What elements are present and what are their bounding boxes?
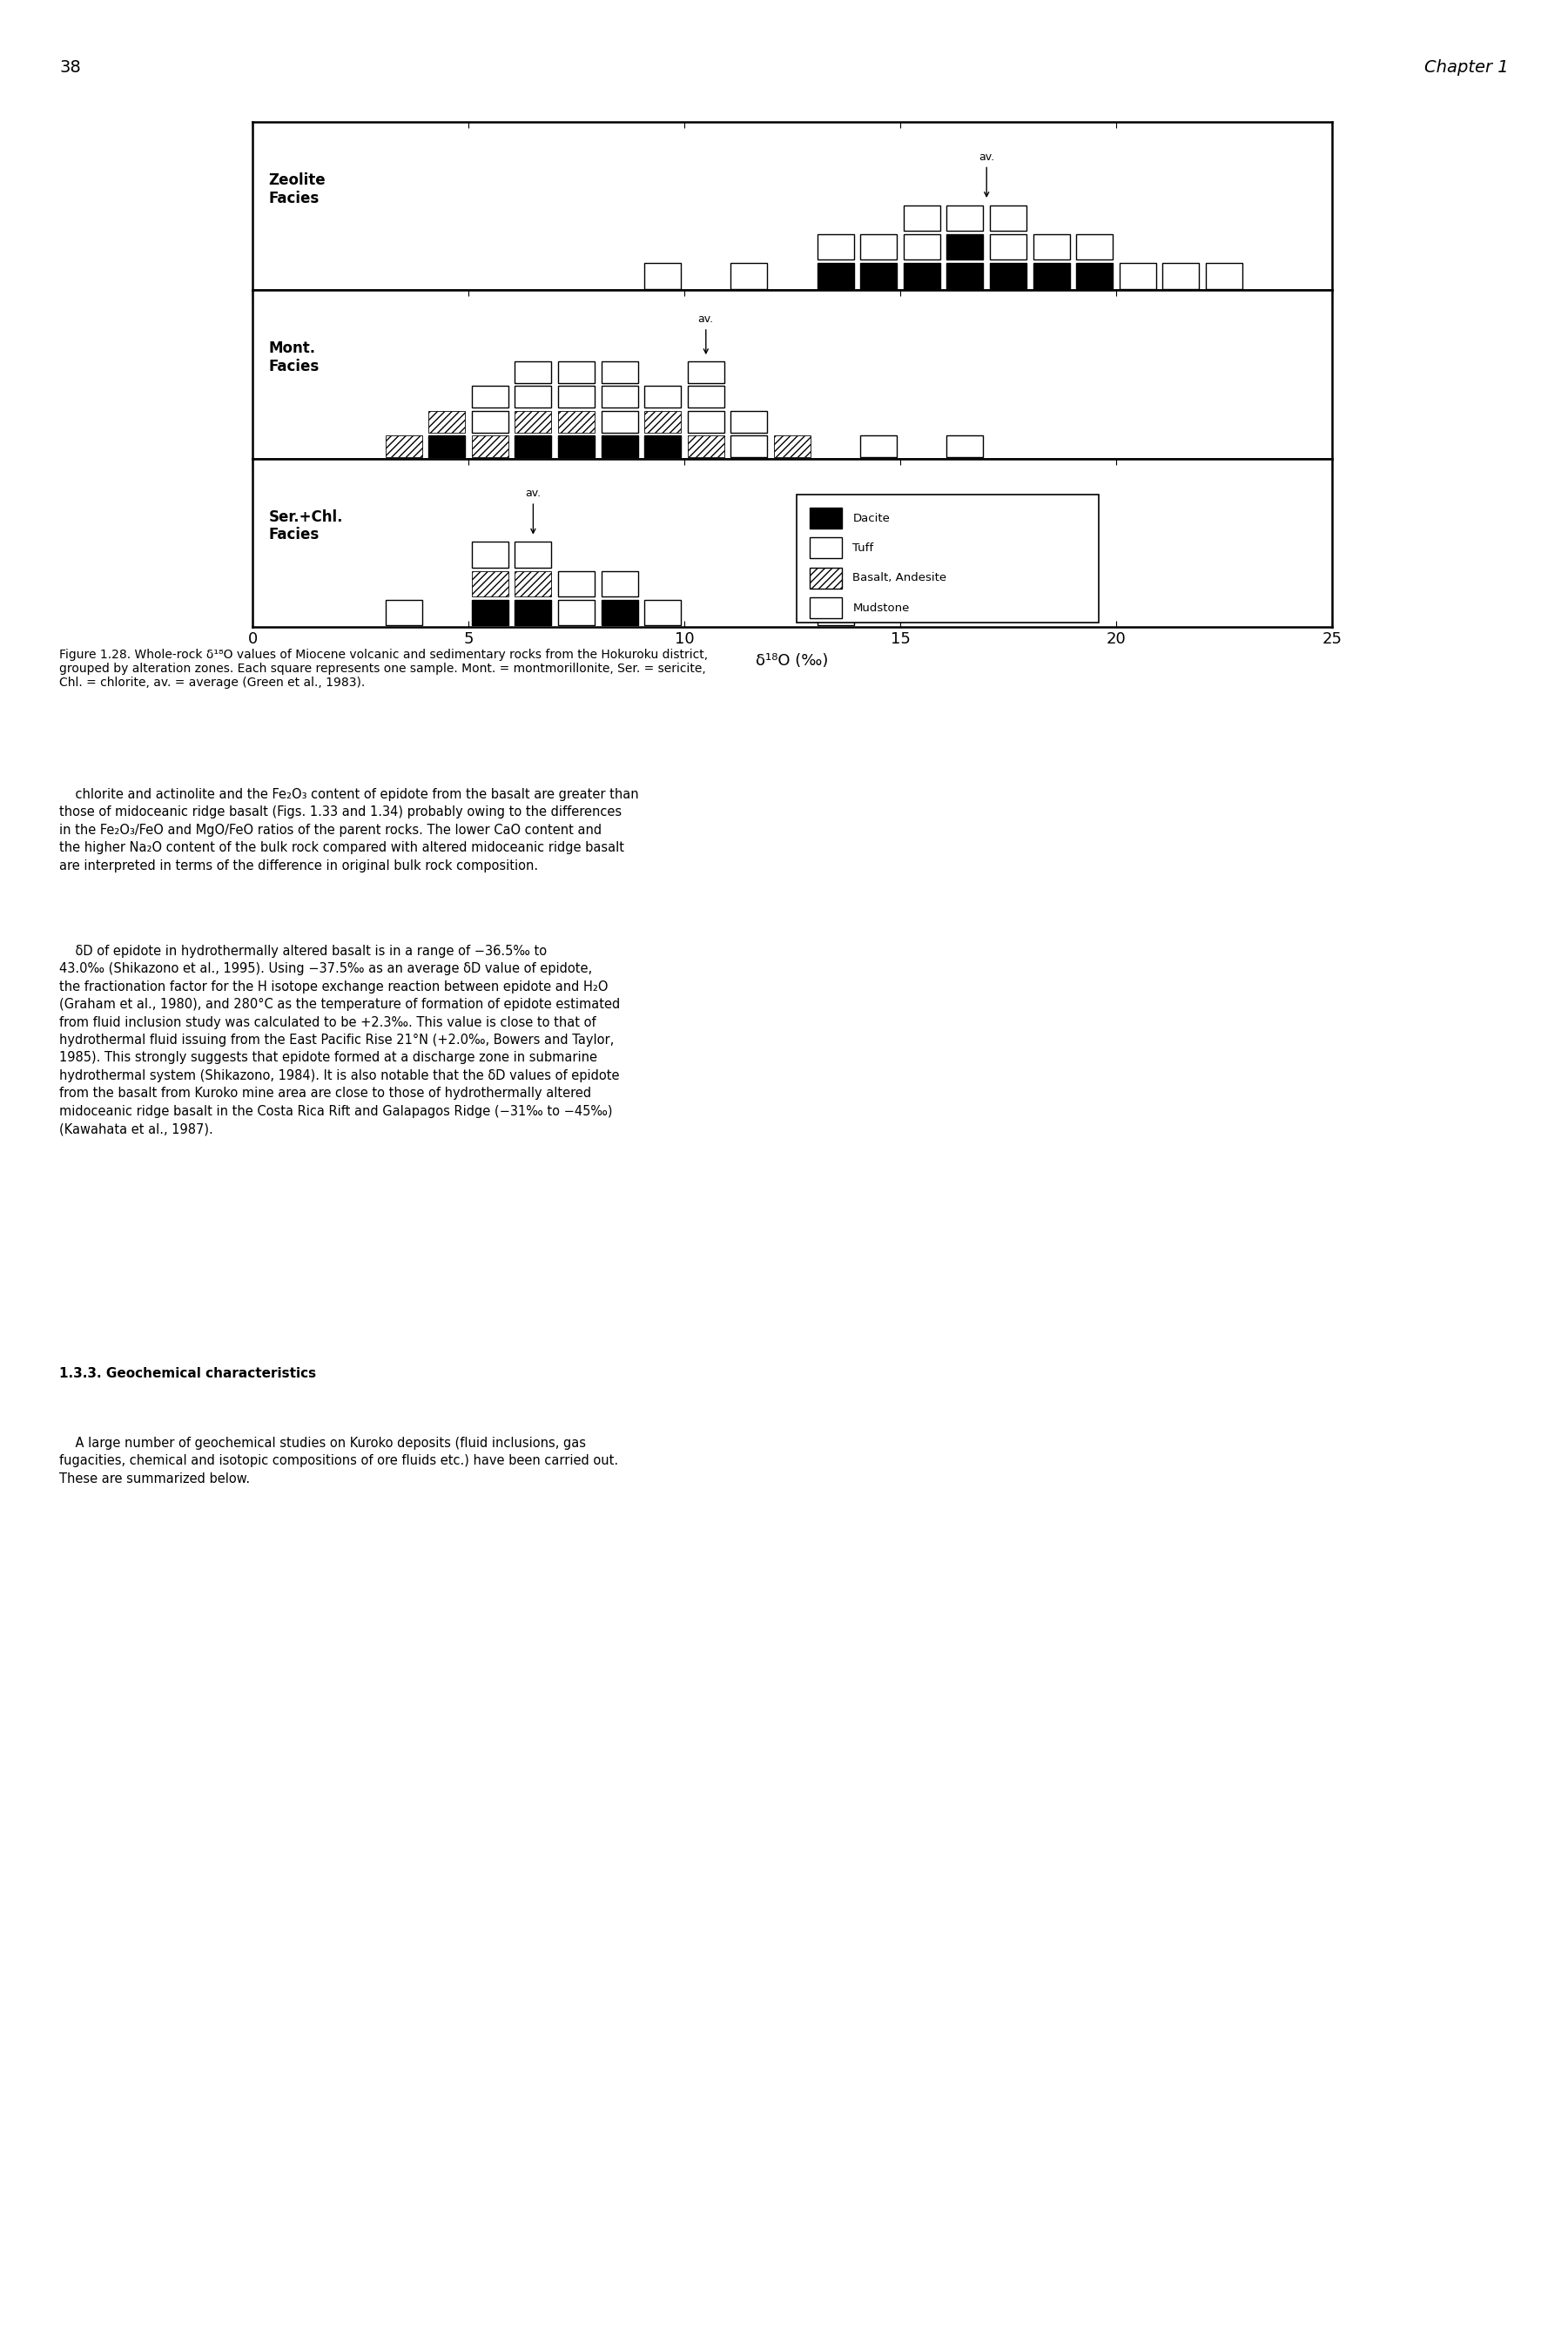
Bar bbox=[1120, 263, 1156, 289]
Bar bbox=[947, 235, 983, 259]
Bar bbox=[601, 435, 638, 458]
Text: Mudstone: Mudstone bbox=[853, 602, 909, 614]
Text: 38: 38 bbox=[60, 59, 80, 75]
Bar bbox=[514, 435, 552, 458]
Bar bbox=[514, 600, 552, 625]
Bar bbox=[903, 205, 941, 230]
Bar bbox=[817, 263, 855, 289]
Bar bbox=[731, 411, 767, 433]
Bar bbox=[514, 541, 552, 567]
Bar bbox=[644, 411, 681, 433]
Text: Basalt, Andesite: Basalt, Andesite bbox=[853, 571, 947, 583]
Bar bbox=[775, 435, 811, 458]
Bar bbox=[687, 411, 724, 433]
Bar bbox=[687, 386, 724, 407]
Bar bbox=[514, 386, 552, 407]
Bar bbox=[514, 411, 552, 433]
Text: Dacite: Dacite bbox=[853, 513, 891, 524]
Bar bbox=[472, 571, 508, 597]
Bar bbox=[472, 541, 508, 567]
Bar bbox=[1033, 263, 1069, 289]
Text: 1.3.3. Geochemical characteristics: 1.3.3. Geochemical characteristics bbox=[60, 1366, 317, 1380]
Bar bbox=[514, 571, 552, 597]
Bar bbox=[817, 235, 855, 259]
Bar bbox=[989, 263, 1027, 289]
Bar bbox=[861, 263, 897, 289]
Bar bbox=[861, 435, 897, 458]
Bar bbox=[809, 597, 842, 618]
Bar bbox=[428, 435, 466, 458]
Bar bbox=[809, 538, 842, 560]
Bar bbox=[861, 235, 897, 259]
Bar bbox=[1162, 263, 1200, 289]
Bar bbox=[947, 263, 983, 289]
Bar bbox=[731, 435, 767, 458]
Bar bbox=[472, 411, 508, 433]
Bar bbox=[428, 411, 466, 433]
Bar bbox=[903, 263, 941, 289]
Bar bbox=[809, 567, 842, 588]
Text: chlorite and actinolite and the Fe₂O₃ content of epidote from the basalt are gre: chlorite and actinolite and the Fe₂O₃ co… bbox=[60, 788, 638, 872]
Text: A large number of geochemical studies on Kuroko deposits (fluid inclusions, gas
: A large number of geochemical studies on… bbox=[60, 1436, 618, 1486]
Bar bbox=[601, 362, 638, 383]
Text: Mont.
Facies: Mont. Facies bbox=[268, 341, 320, 374]
Text: Figure 1.28. Whole-rock δ¹⁸O values of Miocene volcanic and sedimentary rocks fr: Figure 1.28. Whole-rock δ¹⁸O values of M… bbox=[60, 649, 707, 689]
Bar bbox=[1076, 235, 1113, 259]
Text: Ser.+Chl.
Facies: Ser.+Chl. Facies bbox=[268, 510, 343, 543]
Bar bbox=[558, 411, 594, 433]
Text: Zeolite
Facies: Zeolite Facies bbox=[268, 172, 326, 207]
Bar bbox=[601, 386, 638, 407]
Text: av.: av. bbox=[978, 150, 994, 197]
Bar bbox=[558, 362, 594, 383]
Bar bbox=[644, 386, 681, 407]
Bar bbox=[601, 411, 638, 433]
Bar bbox=[809, 508, 842, 529]
Bar bbox=[797, 494, 1099, 623]
Bar bbox=[472, 600, 508, 625]
Bar bbox=[1033, 235, 1069, 259]
Bar bbox=[558, 571, 594, 597]
Bar bbox=[601, 571, 638, 597]
X-axis label: δ¹⁸O (‰): δ¹⁸O (‰) bbox=[756, 654, 828, 668]
Text: av.: av. bbox=[525, 489, 541, 534]
Bar bbox=[386, 600, 422, 625]
Bar bbox=[558, 600, 594, 625]
Text: Chapter 1: Chapter 1 bbox=[1425, 59, 1508, 75]
Bar bbox=[1206, 263, 1242, 289]
Bar bbox=[687, 362, 724, 383]
Bar bbox=[687, 435, 724, 458]
Bar bbox=[472, 435, 508, 458]
Bar bbox=[947, 435, 983, 458]
Text: Tuff: Tuff bbox=[853, 543, 873, 555]
Bar bbox=[731, 263, 767, 289]
Bar bbox=[644, 600, 681, 625]
Bar bbox=[472, 386, 508, 407]
Bar bbox=[817, 600, 855, 625]
Bar bbox=[989, 235, 1027, 259]
Bar bbox=[601, 600, 638, 625]
Text: av.: av. bbox=[698, 313, 713, 353]
Bar bbox=[1076, 263, 1113, 289]
Bar bbox=[947, 205, 983, 230]
Bar bbox=[558, 435, 594, 458]
Text: δD of epidote in hydrothermally altered basalt is in a range of −36.5‰ to
43.0‰ : δD of epidote in hydrothermally altered … bbox=[60, 945, 619, 1136]
Bar bbox=[903, 235, 941, 259]
Bar bbox=[989, 205, 1027, 230]
Bar bbox=[644, 263, 681, 289]
Bar bbox=[558, 386, 594, 407]
Bar bbox=[386, 435, 422, 458]
Bar bbox=[644, 435, 681, 458]
Bar bbox=[514, 362, 552, 383]
